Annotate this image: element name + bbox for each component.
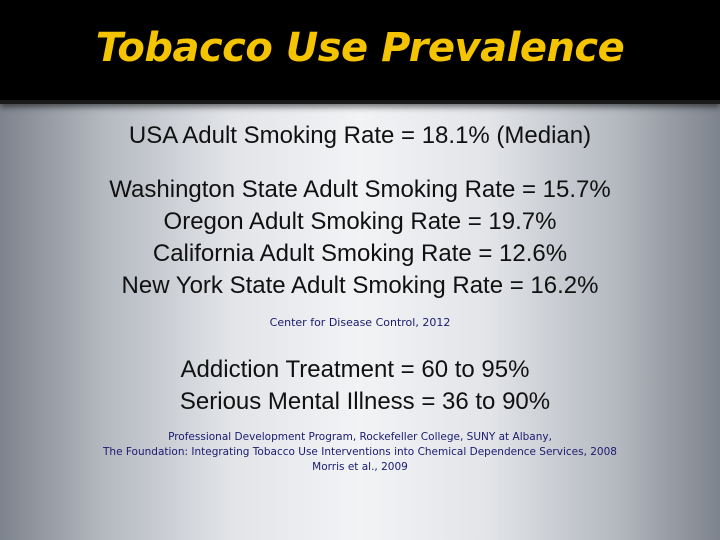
oregon-smoking-rate: Oregon Adult Smoking Rate = 19.7% [163,208,557,235]
state-smoking-rates: Washington State Adult Smoking Rate = 15… [0,174,720,302]
references: Professional Development Program, Rockef… [0,430,720,475]
usa-smoking-rate: USA Adult Smoking Rate = 18.1% (Median) [128,122,592,149]
slide-title: Tobacco Use Prevalence [95,25,625,71]
title-bar: Tobacco Use Prevalence [0,0,720,104]
cdc-citation: Center for Disease Control, 2012 [269,316,451,329]
new-york-smoking-rate: New York State Adult Smoking Rate = 16.2… [121,272,599,299]
reference-line: Morris et al., 2009 [312,461,408,473]
treatment-rates: Addiction Treatment = 60 to 95% Serious … [0,354,720,418]
reference-line: Professional Development Program, Rockef… [168,431,552,443]
california-smoking-rate: California Adult Smoking Rate = 12.6% [152,240,568,267]
addiction-treatment-rate: Addiction Treatment = 60 to 95% [180,356,530,383]
serious-mental-illness-rate: Serious Mental Illness = 36 to 90% [179,388,551,415]
washington-smoking-rate: Washington State Adult Smoking Rate = 15… [109,176,611,203]
reference-line: The Foundation: Integrating Tobacco Use … [103,446,617,458]
slide-content: USA Adult Smoking Rate = 18.1% (Median) … [0,104,720,475]
